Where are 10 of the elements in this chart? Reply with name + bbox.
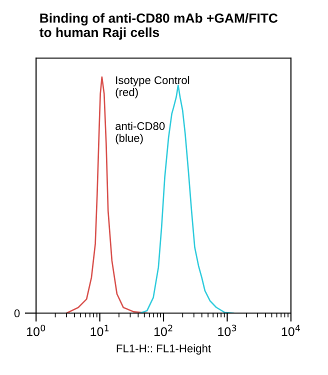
x-tick-label: 10$^{4}$ bbox=[282, 324, 300, 336]
annotation: anti-CD80 (blue) bbox=[116, 122, 165, 144]
annotation: Isotype Control (red) bbox=[116, 76, 190, 98]
chart-title: Binding of anti-CD80 mAb +GAM/FITC to human Raji cells bbox=[40, 13, 278, 40]
x-tick-label: 10$^{1}$ bbox=[90, 324, 109, 336]
text: 0 bbox=[14, 309, 20, 318]
x-tick-label: 10$^{0}$ bbox=[27, 324, 46, 336]
x-tick-label: 10$^{3}$ bbox=[218, 324, 236, 336]
x-tick-label: 10$^{2}$ bbox=[154, 324, 172, 336]
x-axis-title: FL1-H:: FL1-Height bbox=[116, 344, 211, 355]
